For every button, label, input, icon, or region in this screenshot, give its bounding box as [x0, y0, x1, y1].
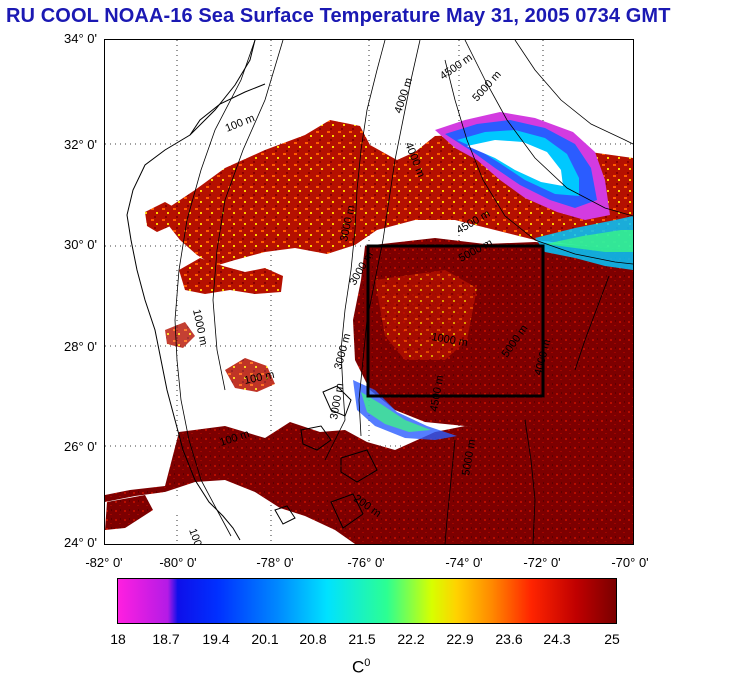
unit-base: C [352, 657, 365, 677]
colorbar-label: 19.4 [202, 631, 230, 647]
colorbar-label: 23.6 [495, 631, 523, 647]
sst-map: 100 m 4000 m 4500 m 5000 m 3000 m 4000 m… [104, 39, 634, 545]
y-tick-label-34: 34° 0' [64, 31, 97, 46]
study-area-box [366, 244, 545, 398]
coastline [126, 40, 378, 541]
y-tick-label-26: 26° 0' [64, 439, 97, 454]
contour-label: 5000 m [470, 69, 503, 104]
x-tick-label-76: -76° 0' [347, 555, 385, 570]
colorbar-label: 18 [110, 631, 126, 647]
colorbar-label: 21.5 [348, 631, 376, 647]
colorbar-unit: C0 [352, 657, 370, 678]
contour-label: 100 [186, 527, 204, 544]
colorbar-label: 22.9 [446, 631, 474, 647]
colorbar-label: 20.1 [251, 631, 279, 647]
temperature-colorbar [117, 578, 617, 624]
x-tick-label-82: -82° 0' [85, 555, 123, 570]
contour-label: 3000 m [332, 332, 353, 371]
y-tick-label-24: 24° 0' [64, 535, 97, 550]
y-tick-label-28: 28° 0' [64, 339, 97, 354]
x-tick-label-80: -80° 0' [159, 555, 197, 570]
x-tick-label-72: -72° 0' [523, 555, 561, 570]
y-tick-label-30: 30° 0' [64, 237, 97, 252]
colorbar-label: 22.2 [397, 631, 425, 647]
y-tick-label-32: 32° 0' [64, 137, 97, 152]
contour-label: 4000 m [392, 76, 415, 115]
x-tick-label-78: -78° 0' [256, 555, 294, 570]
bathymetry-contours [174, 40, 633, 544]
sst-map-graphic: 100 m 4000 m 4500 m 5000 m 3000 m 4000 m… [105, 40, 633, 544]
colorbar-label: 18.7 [152, 631, 180, 647]
colorbar-label: 20.8 [299, 631, 327, 647]
x-tick-label-74: -74° 0' [445, 555, 483, 570]
colorbar-label: 25 [604, 631, 620, 647]
contour-label: 1000 m [190, 308, 209, 346]
contour-label: 4500 m [438, 52, 475, 83]
unit-superscript: 0 [364, 657, 371, 669]
x-tick-label-70: -70° 0' [611, 555, 649, 570]
colorbar-label: 24.3 [543, 631, 571, 647]
map-title: RU COOL NOAA-16 Sea Surface Temperature … [6, 5, 671, 27]
